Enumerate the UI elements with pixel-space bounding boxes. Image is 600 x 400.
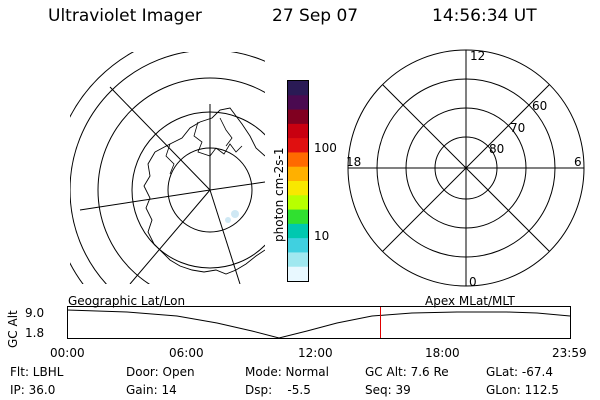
- colorbar-segment: [288, 95, 308, 111]
- track-left-label: Geographic Lat/Lon: [68, 294, 186, 308]
- colorbar-segment: [288, 266, 308, 282]
- colorbar-segment: [288, 252, 308, 268]
- colorbar-segment: [288, 81, 308, 96]
- colorbar: [287, 80, 309, 282]
- track-frame: [67, 306, 571, 339]
- track-axis-title: GC Alt: [6, 310, 20, 348]
- track-ytick-max: 9.0: [25, 306, 45, 320]
- colorbar-segment: [288, 209, 308, 225]
- polar-plot: 12 18 6 0 60 70 80: [346, 49, 585, 289]
- colorbar-segment: [288, 223, 308, 239]
- mlt-label-6: 6: [574, 155, 582, 169]
- instrument-title: Ultraviolet Imager: [48, 6, 202, 26]
- track-xtick-4: 23:59: [552, 346, 587, 360]
- status-filter: Flt: LBHL: [10, 365, 64, 379]
- time-label: 14:56:34 UT: [432, 6, 537, 26]
- colorbar-segment: [288, 152, 308, 168]
- status-glat: GLat: -67.4: [486, 365, 553, 379]
- lat-label-80: 80: [489, 142, 504, 156]
- track-xtick-1: 06:00: [169, 346, 204, 360]
- track-xtick-0: 00:00: [50, 346, 85, 360]
- colorbar-segment: [288, 238, 308, 253]
- status-seq: Seq: 39: [365, 383, 411, 397]
- status-gain: Gain: 14: [126, 383, 177, 397]
- mlt-label-12: 12: [470, 49, 485, 63]
- lat-label-70: 70: [510, 121, 525, 135]
- colorbar-segment: [288, 138, 308, 153]
- status-dsp: Dsp: -5.5: [245, 383, 311, 397]
- orbit-track-plot: [67, 306, 571, 339]
- track-ytick-min: 1.8: [25, 326, 45, 340]
- colorbar-label: photon cm-2s-1: [272, 147, 286, 243]
- colorbar-segment: [288, 166, 308, 182]
- lat-label-60: 60: [532, 99, 547, 113]
- status-gc-alt: GC Alt: 7.6 Re: [365, 365, 449, 379]
- colorbar-gradient: [288, 81, 308, 282]
- status-ip: IP: 36.0: [10, 383, 56, 397]
- status-mode: Mode: Normal: [245, 365, 329, 379]
- date-label: 27 Sep 07: [272, 6, 359, 26]
- geographic-map: [70, 52, 265, 284]
- track-xtick-3: 18:00: [425, 346, 460, 360]
- status-glon: GLon: 112.5: [486, 383, 559, 397]
- track-xtick-2: 12:00: [298, 346, 333, 360]
- colorbar-tick-10: 10: [314, 229, 330, 243]
- track-right-label: Apex MLat/MLT: [425, 294, 515, 308]
- mlt-label-18: 18: [346, 155, 361, 169]
- colorbar-segment: [288, 123, 308, 139]
- colorbar-segment: [288, 181, 308, 196]
- colorbar-segment: [288, 109, 308, 125]
- status-door: Door: Open: [126, 365, 195, 379]
- colorbar-tick-100: 100: [314, 141, 337, 155]
- mlt-label-0: 0: [469, 275, 477, 289]
- colorbar-segment: [288, 195, 308, 211]
- altitude-curve: [67, 309, 571, 339]
